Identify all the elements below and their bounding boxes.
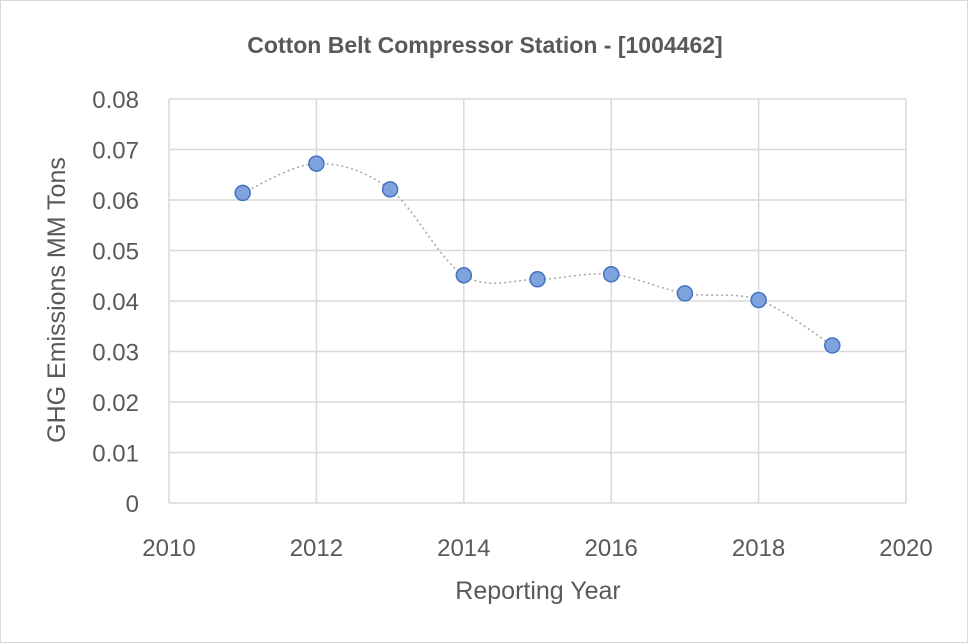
- series-line: [242, 162, 833, 347]
- chart-title: Cotton Belt Compressor Station - [100446…: [247, 32, 722, 58]
- x-tick-label: 2012: [290, 535, 343, 562]
- data-point: [824, 337, 841, 354]
- data-point: [455, 266, 473, 284]
- grid: [168, 98, 907, 504]
- x-tick-label: 2018: [732, 535, 785, 562]
- y-tick-label: 0.01: [92, 441, 139, 468]
- x-tick-label: 2014: [437, 535, 490, 562]
- data-point: [529, 271, 546, 288]
- y-tick-label: 0.05: [92, 239, 139, 266]
- y-tick-label: 0.07: [92, 138, 139, 165]
- data-point: [676, 285, 694, 302]
- data-point: [234, 184, 251, 202]
- y-axis-title: GHG Emissions MM Tons: [43, 157, 71, 443]
- y-tick-label: 0.08: [92, 87, 139, 114]
- tick-labels: 0 0.01 0.02 0.03 0.04 0.05 0.06 0.07 0.08 2010 201…: [92, 87, 932, 562]
- y-tick-label: 0.06: [92, 188, 139, 215]
- x-axis-title: Reporting Year: [455, 577, 620, 605]
- data-point: [308, 155, 325, 172]
- x-tick-label: 2016: [585, 535, 638, 562]
- data-point: [602, 265, 620, 283]
- y-tick-label: 0.04: [92, 289, 139, 316]
- data-points: [234, 155, 841, 354]
- y-tick-label: 0: [126, 491, 139, 518]
- x-tick-label: 2020: [879, 535, 932, 562]
- data-point: [750, 291, 767, 309]
- y-tick-label: 0.03: [92, 340, 139, 367]
- x-tick-label: 2010: [142, 535, 195, 562]
- y-tick-label: 0.02: [92, 390, 139, 417]
- data-point: [381, 181, 399, 198]
